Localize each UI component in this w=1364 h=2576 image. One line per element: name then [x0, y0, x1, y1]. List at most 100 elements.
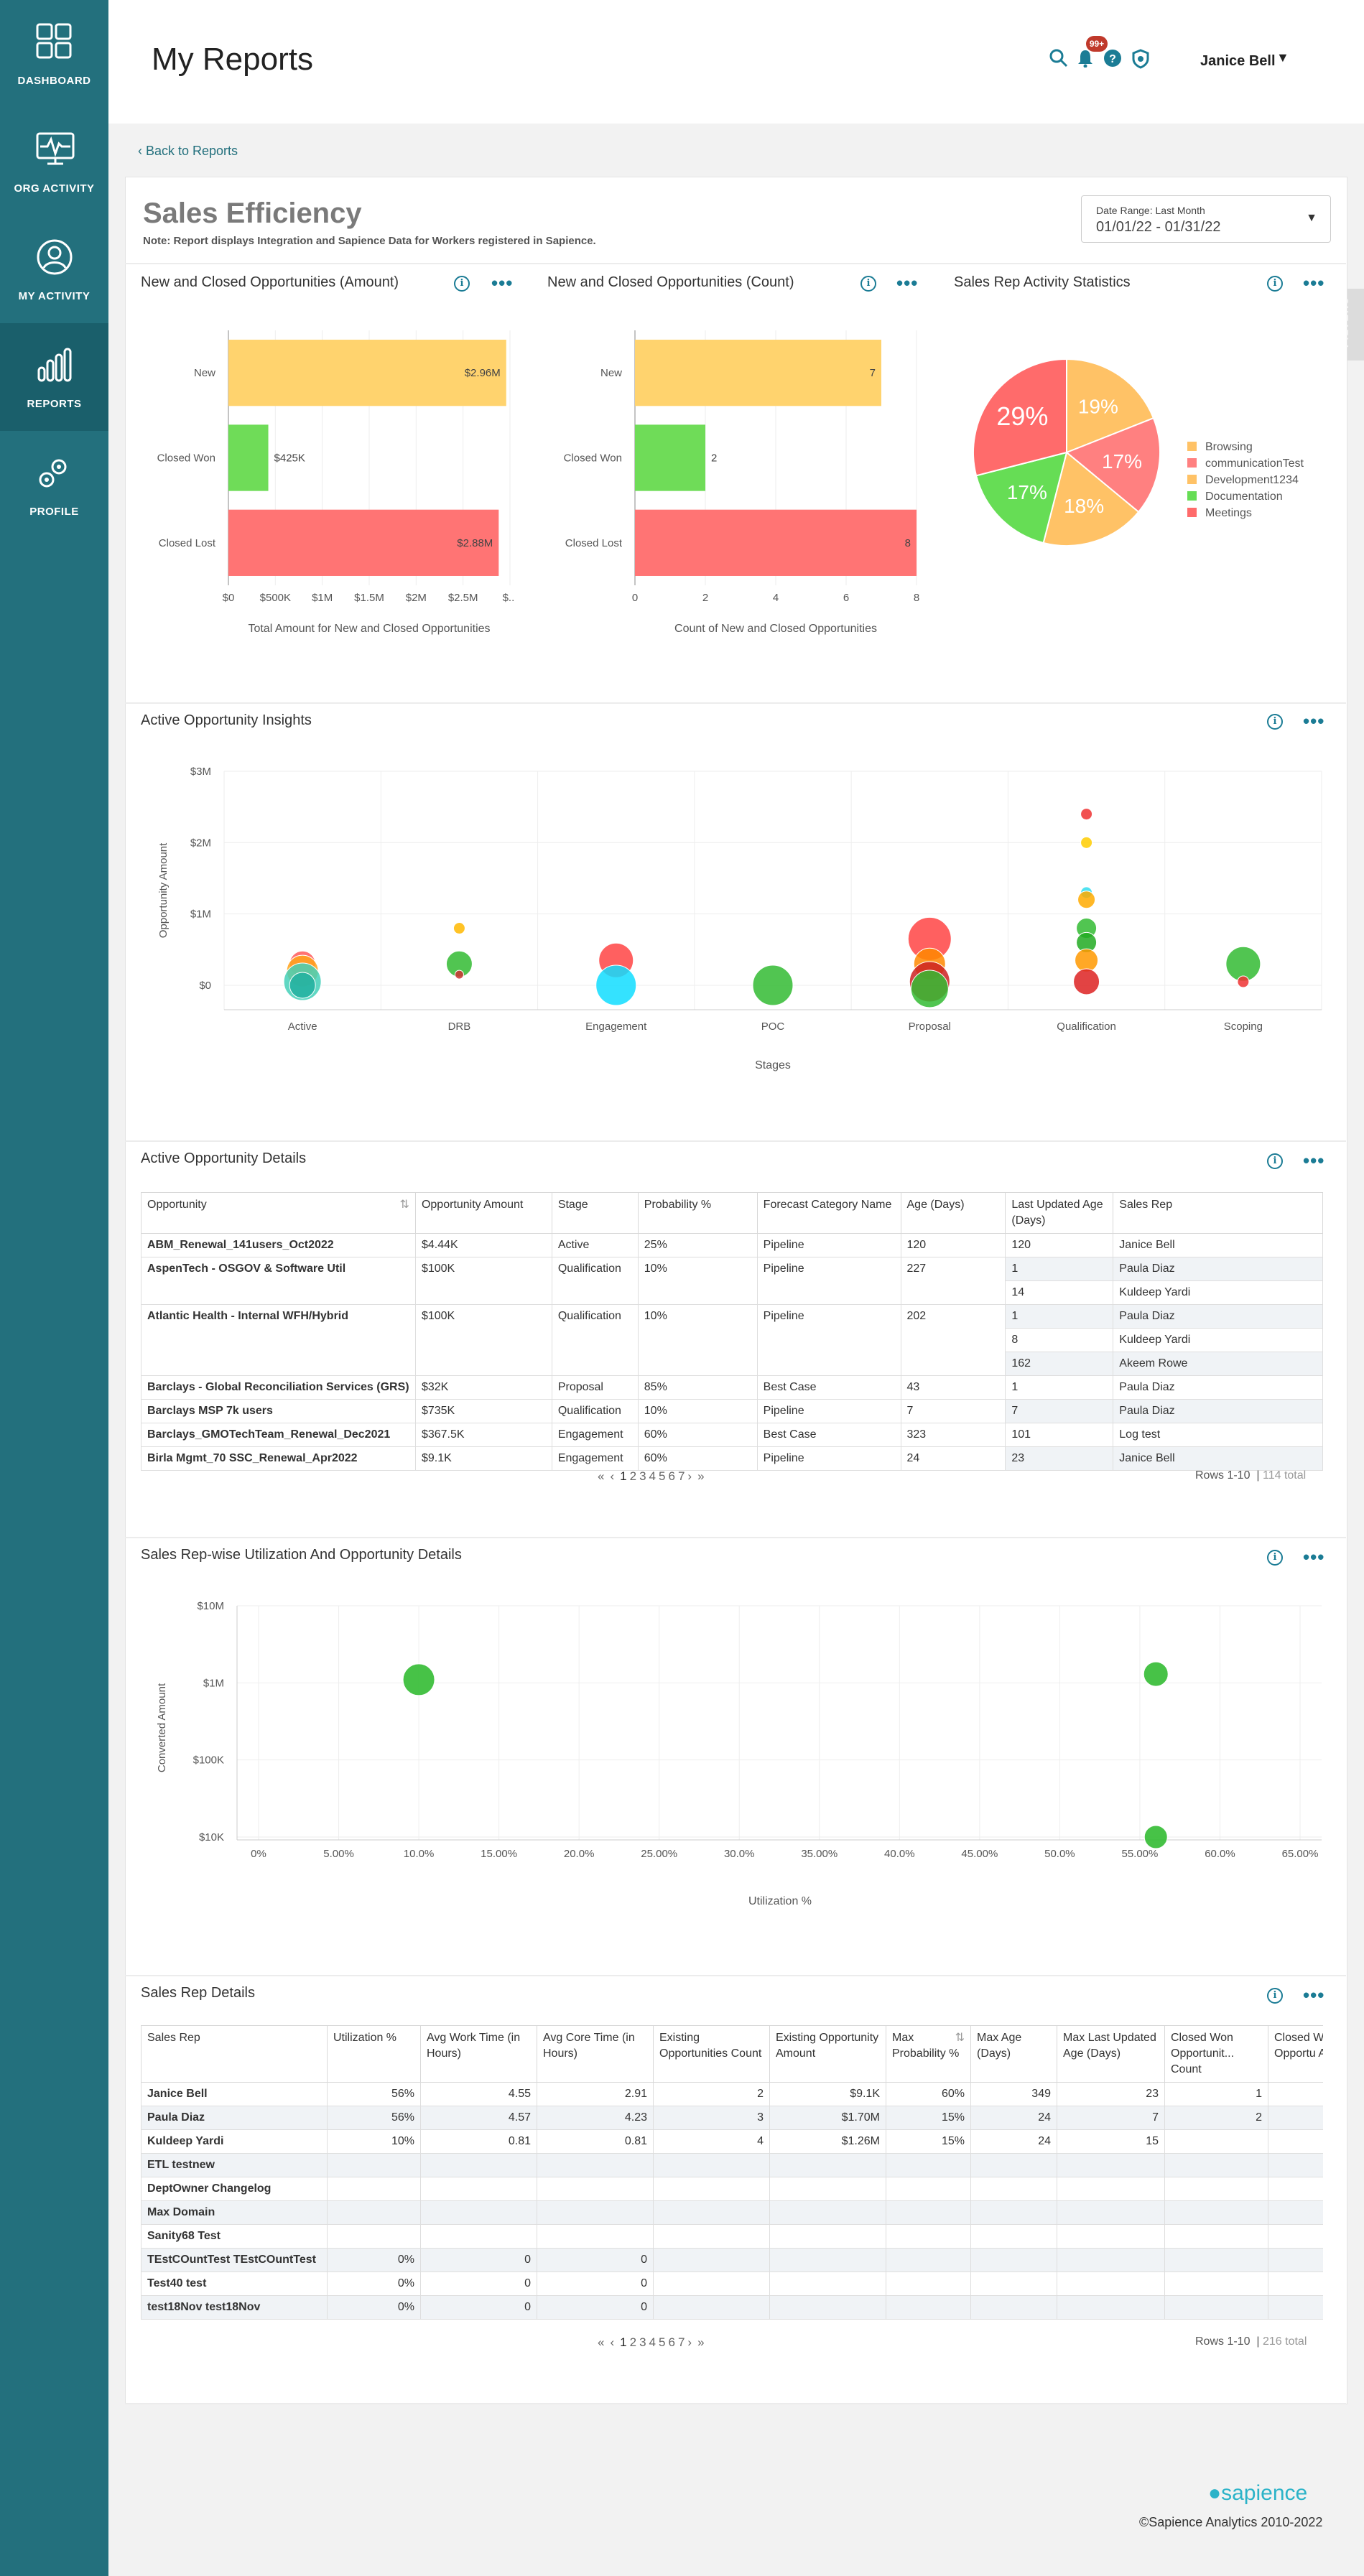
- dashboard-icon: [36, 23, 72, 59]
- table-row[interactable]: Paula Diaz 56% 4.57 4.23 3 $1.70M 15% 24 7 2: [141, 2106, 1323, 2130]
- x-tick-label: $...: [503, 592, 514, 604]
- info-icon[interactable]: i: [1267, 1988, 1283, 2004]
- column-header: Max Age (Days): [970, 2025, 1057, 2083]
- value-cell: [1057, 2248, 1165, 2272]
- last-page-icon[interactable]: »: [697, 2335, 705, 2349]
- date-range-select[interactable]: Date Range: Last Month 01/01/22 - 01/31/…: [1081, 195, 1331, 243]
- value-cell: [1164, 2177, 1268, 2201]
- page-number[interactable]: 6: [668, 1469, 675, 1483]
- table-row[interactable]: Atlantic Health - Internal WFH/Hybrid $10…: [141, 1304, 1323, 1376]
- page-number[interactable]: 7: [677, 2335, 685, 2349]
- page-number[interactable]: 4: [649, 2335, 657, 2349]
- page-number[interactable]: 3: [639, 2335, 646, 2349]
- x-axis-label: Stages: [755, 1059, 791, 1071]
- more-options-icon[interactable]: •••: [491, 272, 514, 294]
- page-number[interactable]: 3: [639, 1469, 646, 1483]
- prev-page-icon[interactable]: ‹: [610, 1469, 615, 1483]
- info-icon[interactable]: i: [454, 276, 470, 292]
- page-number[interactable]: 7: [677, 1469, 685, 1483]
- table-row[interactable]: ABM_Renewal_141users_Oct2022 $4.44K Active…: [141, 1233, 1323, 1257]
- nav-reports[interactable]: REPORTS: [0, 323, 108, 431]
- value-cell: 0%: [327, 2272, 421, 2296]
- info-icon[interactable]: i: [1267, 276, 1283, 292]
- table-row[interactable]: 162 Akeem Rowe: [141, 1352, 1323, 1376]
- prev-page-icon[interactable]: ‹: [610, 2335, 615, 2349]
- table-row[interactable]: ETL testnew: [141, 2153, 1323, 2177]
- opportunity-pagination[interactable]: « ‹ 1 2 3 4 5 6 7 › »: [598, 1469, 710, 1484]
- page-number[interactable]: 1: [620, 2335, 627, 2349]
- next-page-icon[interactable]: ›: [687, 1469, 692, 1483]
- value-cell: [653, 2177, 770, 2201]
- shield-icon[interactable]: [1131, 49, 1150, 69]
- stage-cell: Active: [551, 1233, 639, 1257]
- table-row[interactable]: DeptOwner Changelog: [141, 2177, 1323, 2201]
- report-note: Note: Report displays Integration and Sa…: [143, 235, 596, 247]
- table-row[interactable]: TEstCOuntTest TEstCOuntTest 0% 0 0: [141, 2248, 1323, 2272]
- info-icon[interactable]: i: [1267, 1153, 1283, 1169]
- search-icon[interactable]: [1049, 49, 1068, 68]
- bar: [228, 424, 269, 491]
- y-tick-label: $1M: [203, 1677, 224, 1689]
- sort-icon[interactable]: ⇅: [399, 1199, 409, 1211]
- more-options-icon[interactable]: •••: [896, 272, 919, 294]
- rep-pagination[interactable]: « ‹ 1 2 3 4 5 6 7 › »: [598, 2335, 710, 2350]
- table-row[interactable]: Barclays MSP 7k users $735K Qualification 1…: [141, 1399, 1323, 1423]
- page-number[interactable]: 2: [629, 2335, 637, 2349]
- page-number[interactable]: 5: [659, 1469, 666, 1483]
- nav-org-activity[interactable]: ORG ACTIVITY: [0, 108, 108, 215]
- opportunity-rows-info: Rows 1-10 | 114 total: [1195, 1469, 1307, 1482]
- column-header: Existing Opportunities Count: [653, 2025, 770, 2083]
- page-number[interactable]: 1: [620, 1469, 627, 1483]
- data-label: 7: [870, 367, 876, 379]
- page-number[interactable]: 2: [629, 1469, 637, 1483]
- y-tick-label: Closed Won: [564, 452, 622, 465]
- table-row[interactable]: Test40 test 0% 0 0: [141, 2272, 1323, 2296]
- table-row[interactable]: AspenTech - OSGOV & Software Util $100K Qu…: [141, 1257, 1323, 1305]
- back-to-reports-link[interactable]: ‹ Back to Reports: [138, 144, 238, 158]
- user-menu[interactable]: Janice Bell: [1200, 53, 1276, 69]
- first-page-icon[interactable]: «: [598, 2335, 605, 2349]
- chevron-down-icon[interactable]: ▼: [1276, 50, 1289, 65]
- value-cell: [769, 2200, 886, 2225]
- table-row[interactable]: 14 Kuldeep Yardi: [141, 1280, 1323, 1305]
- legend-label: Documentation: [1205, 490, 1283, 503]
- legend-label: Development1234: [1205, 474, 1299, 486]
- table-row[interactable]: Barclays - Global Reconciliation Service…: [141, 1375, 1323, 1400]
- probability-cell: 60%: [637, 1423, 758, 1447]
- rows-label: Rows 1-10: [1195, 2335, 1251, 2348]
- help-icon[interactable]: ?: [1103, 49, 1122, 68]
- table-row[interactable]: Max Domain: [141, 2200, 1323, 2225]
- table-row[interactable]: Barclays_GMOTechTeam_Renewal_Dec2021 $367…: [141, 1423, 1323, 1447]
- more-options-icon[interactable]: •••: [1303, 272, 1325, 294]
- first-page-icon[interactable]: «: [598, 1469, 605, 1483]
- table-row[interactable]: test18Nov test18Nov 0% 0 0: [141, 2295, 1323, 2320]
- table-row[interactable]: Birla Mgmt_70 SSC_Renewal_Apr2022 $9.1K En…: [141, 1446, 1323, 1471]
- page-number[interactable]: 4: [649, 1469, 657, 1483]
- info-icon[interactable]: i: [860, 276, 876, 292]
- more-options-icon[interactable]: •••: [1303, 710, 1325, 732]
- info-icon[interactable]: i: [1267, 714, 1283, 730]
- more-options-icon[interactable]: •••: [1303, 1984, 1325, 2006]
- nav-my-activity[interactable]: MY ACTIVITY: [0, 215, 108, 323]
- next-page-icon[interactable]: ›: [687, 2335, 692, 2349]
- nav-profile[interactable]: PROFILE: [0, 431, 108, 539]
- info-icon[interactable]: i: [1267, 1550, 1283, 1566]
- nav-dashboard[interactable]: DASHBOARD: [0, 0, 108, 108]
- table-row[interactable]: Sanity68 Test: [141, 2224, 1323, 2249]
- value-cell: [1164, 2272, 1268, 2296]
- table-row[interactable]: Janice Bell 56% 4.55 2.91 2 $9.1K 60% 349 23 1: [141, 2082, 1323, 2106]
- x-tick-label: Qualification: [1057, 1020, 1116, 1033]
- opportunity-cell: Barclays_GMOTechTeam_Renewal_Dec2021: [141, 1423, 416, 1447]
- x-tick-label: DRB: [448, 1020, 471, 1033]
- more-options-icon[interactable]: •••: [1303, 1546, 1325, 1568]
- last-page-icon[interactable]: »: [697, 1469, 705, 1483]
- value-cell: 4.57: [420, 2106, 537, 2130]
- bell-icon[interactable]: [1077, 49, 1094, 68]
- pie-slice: [1066, 358, 1155, 454]
- sort-icon[interactable]: ⇅: [955, 2032, 965, 2044]
- table-row[interactable]: Kuldeep Yardi 10% 0.81 0.81 4 $1.26M 15% 24 15: [141, 2129, 1323, 2154]
- more-options-icon[interactable]: •••: [1303, 1150, 1325, 1171]
- page-number[interactable]: 5: [659, 2335, 666, 2349]
- page-number[interactable]: 6: [668, 2335, 675, 2349]
- amount-cell: $367.5K: [414, 1423, 552, 1447]
